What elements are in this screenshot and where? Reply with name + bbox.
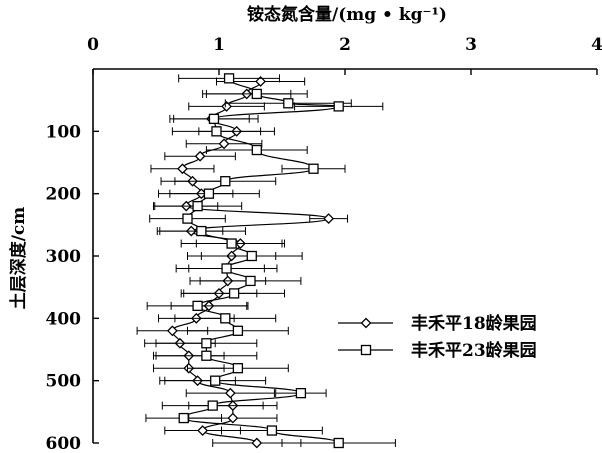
data-point — [201, 350, 212, 361]
data-point — [333, 101, 344, 112]
data-point — [266, 425, 278, 436]
y-tick-label: 600 — [46, 434, 82, 453]
data-point — [255, 76, 266, 87]
legend-label: 丰禾平23龄果园 — [411, 340, 537, 361]
data-point — [192, 200, 203, 212]
data-point — [245, 275, 256, 287]
data-point — [166, 325, 178, 337]
x-tick-label: 3 — [465, 35, 477, 55]
data-point — [220, 313, 231, 324]
data-point — [182, 213, 193, 224]
square-icon — [360, 344, 372, 356]
data-point — [208, 113, 220, 125]
data-point — [194, 150, 206, 162]
data-point — [197, 425, 209, 436]
y-tick-label: 400 — [46, 309, 82, 329]
legend-label: 丰禾平18龄果园 — [411, 313, 537, 334]
data-point — [251, 144, 262, 156]
data-point — [220, 176, 231, 187]
data-point — [251, 88, 262, 100]
data-point — [232, 325, 244, 336]
y-tick-label: 300 — [46, 247, 82, 267]
data-point — [232, 363, 244, 374]
data-point — [228, 288, 240, 299]
plot-area: 0 1 2 3 4 100 200 300 400 500 600 — [46, 35, 602, 453]
data-point — [218, 138, 230, 150]
data-point — [210, 375, 221, 386]
x-tick-label: 2 — [339, 35, 351, 55]
data-point — [227, 412, 239, 424]
data-point — [221, 263, 232, 274]
data-point — [224, 387, 236, 399]
series-line — [183, 78, 340, 444]
series-1 — [136, 76, 349, 449]
data-point — [201, 338, 212, 349]
diamond-icon — [360, 317, 372, 329]
x-axis-title: 铵态氮含量/(mg • kg⁻¹) — [247, 4, 447, 25]
data-point — [196, 225, 207, 237]
data-point — [283, 98, 294, 109]
data-point — [221, 100, 232, 112]
y-axis-title: 土层深度/cm — [8, 207, 29, 310]
x-tick-label: 0 — [87, 35, 99, 55]
legend-item-2: 丰禾平23龄果园 — [338, 340, 537, 361]
data-point — [178, 412, 189, 424]
x-tick-label: 1 — [213, 35, 225, 55]
data-point — [192, 300, 203, 312]
data-point — [246, 250, 257, 262]
data-point — [295, 387, 307, 399]
data-point — [323, 213, 335, 225]
y-tick-label: 500 — [46, 372, 82, 392]
data-point — [226, 238, 237, 249]
data-point — [308, 163, 319, 174]
data-point — [223, 73, 235, 84]
y-tick-label: 100 — [46, 122, 82, 142]
y-tick-label: 200 — [46, 185, 82, 205]
series-2 — [145, 73, 396, 449]
data-point — [251, 437, 263, 449]
x-tick-label: 4 — [591, 35, 602, 55]
legend-item-1: 丰禾平18龄果园 — [338, 313, 537, 334]
data-point — [177, 163, 188, 175]
data-point — [211, 126, 222, 137]
data-point — [333, 437, 344, 449]
data-point — [207, 400, 218, 411]
data-point — [203, 188, 215, 199]
